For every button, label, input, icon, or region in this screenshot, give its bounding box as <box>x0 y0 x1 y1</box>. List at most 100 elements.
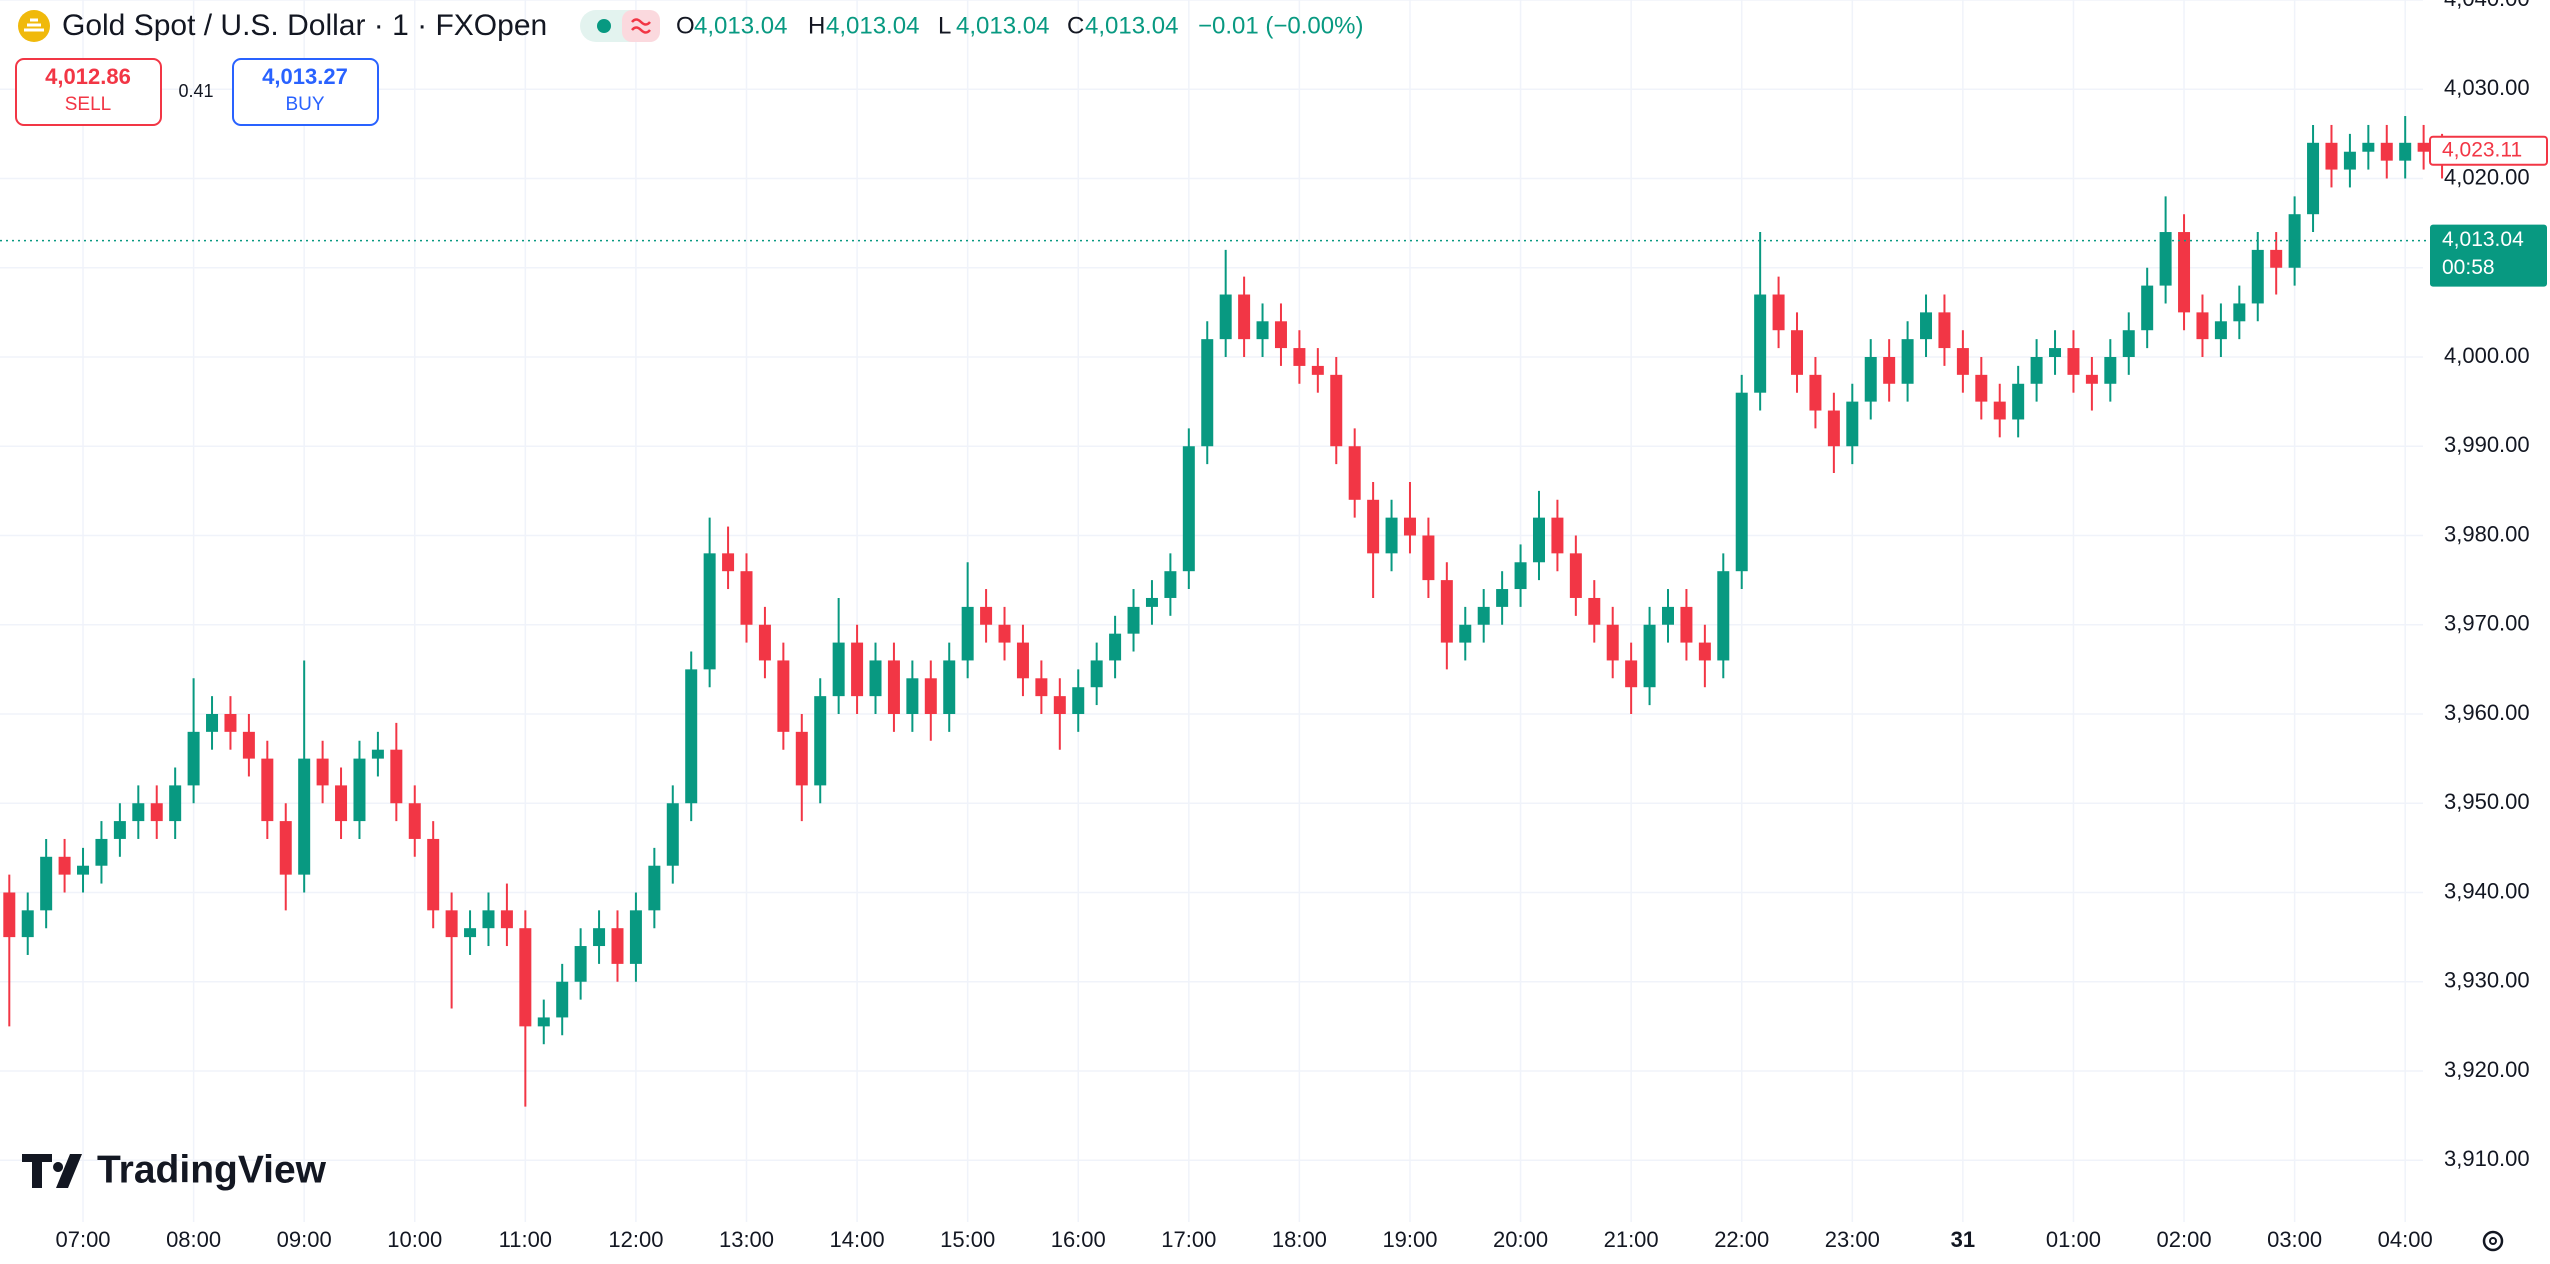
candle-body <box>1680 606 1693 643</box>
candle-body <box>169 785 182 822</box>
candle-body <box>2196 312 2209 340</box>
candle-body <box>2270 249 2283 268</box>
candle-body <box>261 758 274 822</box>
x-tick-label: 16:00 <box>1051 1227 1106 1252</box>
candle-body <box>1053 696 1066 714</box>
sell-button[interactable] <box>15 58 162 126</box>
candle-body <box>703 553 716 670</box>
candle-body <box>980 606 993 625</box>
candle-body <box>961 606 974 661</box>
candle-body <box>2233 303 2246 322</box>
candle-body <box>1035 678 1048 697</box>
ohlc-label: H <box>808 12 825 39</box>
candle-body <box>2049 348 2062 357</box>
y-tick-label: 3,930.00 <box>2444 968 2530 993</box>
candle-body <box>1772 294 1785 331</box>
candle-body <box>519 928 532 1027</box>
candle-body <box>2325 142 2338 170</box>
market-open-dot <box>597 19 611 33</box>
price-countdown: 00:58 <box>2442 256 2495 279</box>
candle-body <box>2362 142 2375 152</box>
y-tick-label: 4,020.00 <box>2444 164 2530 189</box>
candles <box>3 116 2449 1107</box>
candle-body <box>2380 142 2393 161</box>
candle-body <box>998 624 1011 643</box>
y-tick-label: 4,040.00 <box>2444 0 2530 11</box>
x-tick-label: 10:00 <box>387 1227 442 1252</box>
ohlc-label: O <box>676 12 695 39</box>
candle-body <box>1920 312 1933 340</box>
x-tick-label: 12:00 <box>608 1227 663 1252</box>
candle-body <box>1809 374 1822 411</box>
candle-body <box>1459 624 1472 643</box>
ohlc-value: 4,013.04 <box>956 12 1049 39</box>
ohlc-label: L <box>938 12 951 39</box>
ohlc-value: 4,013.04 <box>694 12 787 39</box>
candle-body <box>1717 571 1730 661</box>
candle-body <box>2104 356 2117 384</box>
delay-pill[interactable] <box>622 10 660 42</box>
candle-body <box>832 642 845 697</box>
candle-body <box>906 678 919 714</box>
candle-body <box>1698 642 1711 661</box>
delay-icon <box>631 18 651 34</box>
candle-body <box>1219 294 1232 340</box>
candle-body <box>1754 294 1767 393</box>
y-tick-label: 3,940.00 <box>2444 878 2530 903</box>
candle-body <box>1514 562 1527 590</box>
y-tick-label: 3,980.00 <box>2444 521 2530 546</box>
candle-body <box>2307 142 2320 215</box>
candle-body <box>1311 365 1324 375</box>
candle-body <box>353 758 366 822</box>
chart-title: Gold Spot / U.S. Dollar · 1 · FXOpen <box>62 9 547 42</box>
candle-body <box>113 821 126 839</box>
candle-body <box>1735 392 1748 572</box>
candle-body <box>2214 321 2227 340</box>
price-label: 4,013.04 <box>2442 228 2524 251</box>
x-tick-label: 04:00 <box>2378 1227 2433 1252</box>
candle-body <box>279 821 292 875</box>
candle-body <box>242 731 255 759</box>
x-tick-label: 18:00 <box>1272 1227 1327 1252</box>
candle-body <box>371 749 384 759</box>
sell-label: SELL <box>65 94 111 115</box>
candle-body <box>1090 660 1103 688</box>
candle-body <box>21 910 34 938</box>
x-tick-label: 13:00 <box>719 1227 774 1252</box>
x-tick-label: 21:00 <box>1604 1227 1659 1252</box>
candle-body <box>500 910 513 929</box>
candle-body <box>2399 142 2412 161</box>
candle-body <box>593 928 606 947</box>
grid <box>0 0 2423 1222</box>
candle-body <box>2417 142 2430 152</box>
candle-body <box>666 803 679 866</box>
candle-body <box>1643 624 1656 688</box>
candle-body <box>482 910 495 929</box>
watermark: TradingView <box>97 1148 327 1191</box>
x-tick-label: 09:00 <box>277 1227 332 1252</box>
sell-price: 4,012.86 <box>45 64 131 89</box>
buy-label: BUY <box>285 94 324 115</box>
candle-body <box>1532 517 1545 563</box>
candle-body <box>1662 606 1674 625</box>
candle-body <box>685 669 698 804</box>
candle-body <box>1016 642 1029 679</box>
candle-body <box>1569 553 1582 598</box>
candle-body <box>758 624 771 661</box>
settings-icon[interactable] <box>2482 1230 2504 1252</box>
candle-body <box>2343 151 2356 170</box>
candle-body <box>1496 589 1509 607</box>
candle-body <box>722 553 735 572</box>
candle-body <box>1274 321 1287 349</box>
candle-body <box>1588 597 1601 625</box>
candle-body <box>648 865 661 911</box>
buy-button[interactable] <box>232 58 379 126</box>
candle-body <box>740 571 753 625</box>
candle-body <box>40 856 53 911</box>
candle-body <box>2030 356 2043 384</box>
candle-body <box>132 803 145 822</box>
y-tick-label: 3,920.00 <box>2444 1057 2530 1082</box>
candle-body <box>1827 410 1840 447</box>
candle-body <box>611 928 624 964</box>
